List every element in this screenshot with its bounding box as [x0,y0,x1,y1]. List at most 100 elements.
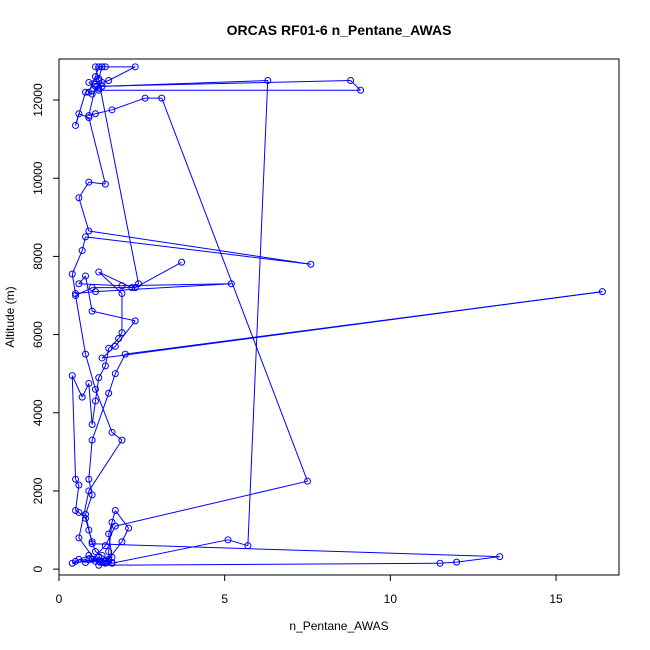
series-0-segment [131,283,139,289]
x-tick-label: 0 [56,592,63,606]
series-0-segment [111,539,229,564]
series-0-segment [91,393,110,441]
data-point [121,350,129,358]
data-point [85,227,93,235]
data-point [88,90,96,98]
series-0-segment [88,439,123,492]
data-point [72,290,80,298]
data-point [98,558,106,566]
data-point [105,389,113,397]
data-point [78,393,86,401]
data-point [68,270,76,278]
data-point [95,75,103,83]
data-point [88,436,96,444]
series-0-segment [75,92,86,126]
series-0-segment [114,510,129,529]
series-0-segment [98,365,106,378]
series-0-segment [78,490,90,538]
data-point [108,558,116,566]
series-0-segment [121,283,232,287]
data-point [85,78,93,86]
data-point [105,558,113,566]
series-0-segment [115,480,308,527]
y-tick-label: 2000 [31,477,45,504]
series-0-segment [85,354,96,390]
data-point [347,77,355,84]
series-0-segment [121,527,130,542]
series-0-segment [95,80,351,87]
data-point [118,290,126,298]
data-point [95,374,103,382]
data-point [95,268,103,276]
data-point [85,114,93,122]
series-0-segment [81,236,86,251]
data-point [244,542,252,550]
series-0-segment [111,97,146,111]
series-0-segment [88,529,93,542]
data-point [118,436,126,444]
data-point [108,518,116,526]
series-0-segment [75,295,87,355]
y-axis-label: Altitude (m) [3,286,17,347]
series-0-segment [350,80,361,91]
data-point [72,121,80,129]
series-0-segment [78,197,90,232]
series-0-segment [85,275,93,312]
data-point [85,556,93,564]
data-point [98,551,106,559]
series-0-segment [78,558,86,563]
data-point [72,292,80,299]
data-point [357,86,365,94]
data-point [75,555,83,563]
data-point [88,421,96,428]
data-point [496,553,504,561]
data-point [85,526,93,534]
data-point [108,106,116,114]
data-point [111,507,119,514]
data-point [91,63,99,71]
y-tick-label: 8000 [31,243,45,270]
data-point [78,247,86,255]
y-tick-label: 6000 [31,321,45,348]
data-point [85,112,93,120]
data-point [91,288,99,296]
x-tick-label: 10 [384,592,398,606]
series-0-segment [114,353,126,374]
data-point [111,342,119,350]
series-0-segment [78,275,86,285]
data-point [131,317,139,325]
series-0-segment [111,431,123,441]
data-point [75,481,83,489]
data-point [91,397,99,405]
series-0-segment [247,80,269,546]
series-0-segment [85,559,90,563]
data-point [95,77,103,84]
series-0-segment [78,113,90,119]
data-point [88,540,96,548]
series-0-segment [98,271,133,289]
data-point [118,282,126,290]
series-0-segment [92,310,136,322]
data-point [91,557,99,565]
series-0-segment [71,250,83,275]
data-point [118,329,126,337]
data-point [224,536,232,544]
data-point [101,180,109,188]
series-0-segment [94,389,113,433]
series-0-segment [88,86,96,116]
data-point [82,88,90,96]
data-point [88,491,96,499]
data-point [91,110,99,118]
data-point [95,557,103,565]
data-point [75,280,83,288]
data-point [75,534,83,542]
series-0-segment [98,271,123,294]
data-point [307,260,315,268]
series-0-segment [88,117,106,185]
data-point [141,94,149,102]
data-point [68,372,76,380]
series-0-segment [88,230,311,265]
data-point [85,178,93,186]
data-point [85,379,93,387]
